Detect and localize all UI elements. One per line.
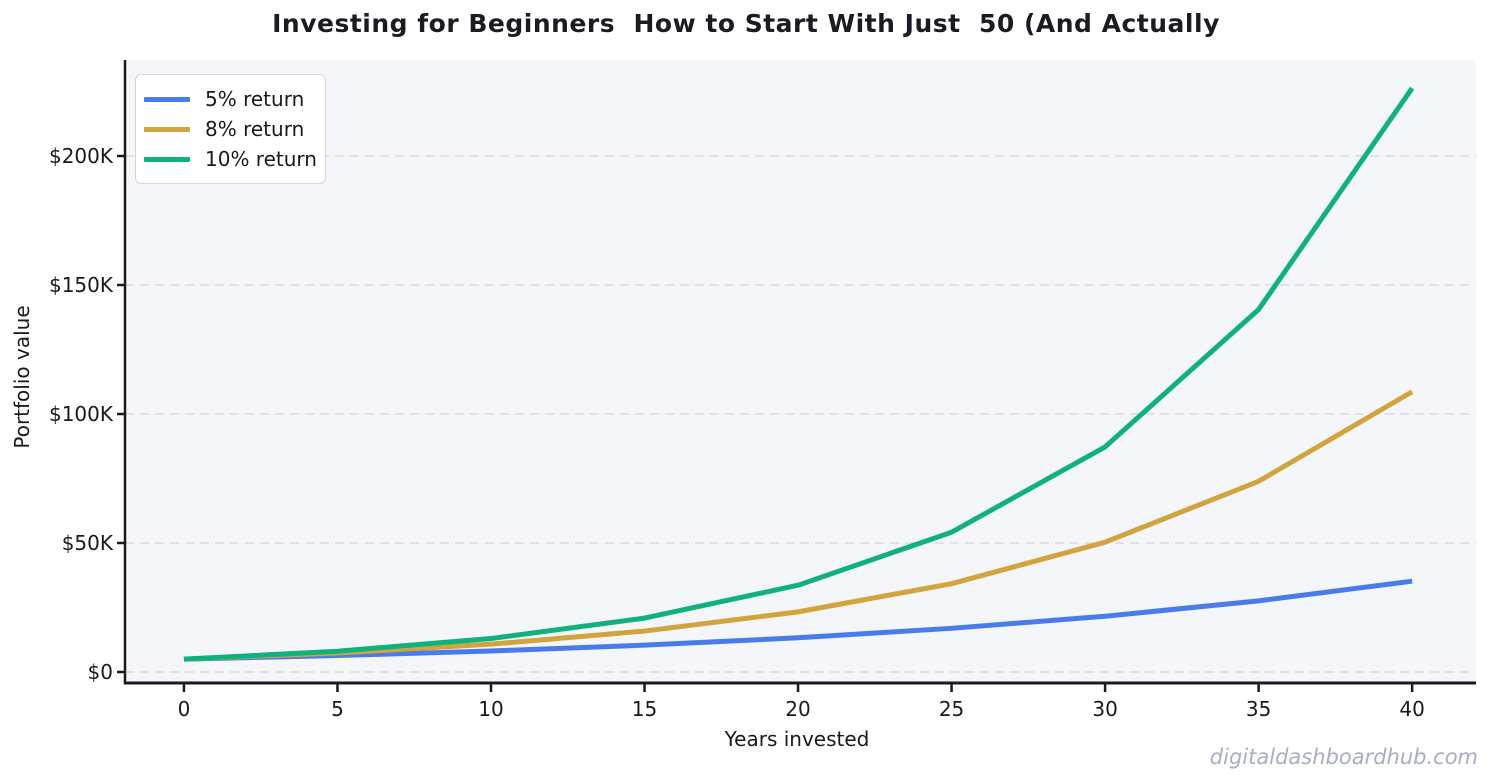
legend-swatch-line [144, 126, 190, 132]
legend-label: 10% return [205, 147, 317, 171]
y-tick-label: $0 [87, 659, 113, 684]
legend-item: 5% return [144, 84, 311, 114]
chart-title: Investing for Beginners How to Start Wit… [272, 9, 1220, 38]
y-tick-label: $150K [48, 272, 113, 297]
x-tick-label: 20 [785, 697, 811, 721]
legend-swatch-line [144, 156, 190, 162]
x-tick-label: 15 [631, 697, 658, 721]
series-line-5-return [183, 578, 1413, 662]
legend-item: 8% return [144, 114, 311, 144]
x-tick-label: 35 [1245, 697, 1272, 721]
series-line-8-return [183, 389, 1414, 662]
y-tick-label: $50K [61, 530, 113, 555]
legend-label: 8% return [205, 117, 305, 141]
x-axis-label: Years invested [724, 727, 870, 751]
legend-swatch-line [144, 96, 190, 102]
legend-label: 5% return [205, 87, 305, 111]
watermark: digitaldashboardhub.com [1209, 745, 1478, 769]
x-tick-label: 0 [177, 697, 191, 721]
y-tick-label: $200K [48, 143, 113, 168]
x-tick-label: 30 [1092, 697, 1118, 721]
x-tick-label: 40 [1399, 697, 1425, 721]
y-tick-label: $100K [48, 401, 113, 426]
legend-item: 10% return [144, 144, 317, 174]
series-line-10-return [183, 86, 1415, 662]
x-tick-label: 25 [938, 697, 965, 721]
legend: 5% return 8% return 10% return [135, 74, 326, 184]
x-tick-label: 5 [331, 697, 344, 721]
plot-background [125, 60, 1476, 683]
x-tick-label: 10 [478, 697, 504, 721]
y-axis-label: Portfolio value [10, 305, 34, 449]
